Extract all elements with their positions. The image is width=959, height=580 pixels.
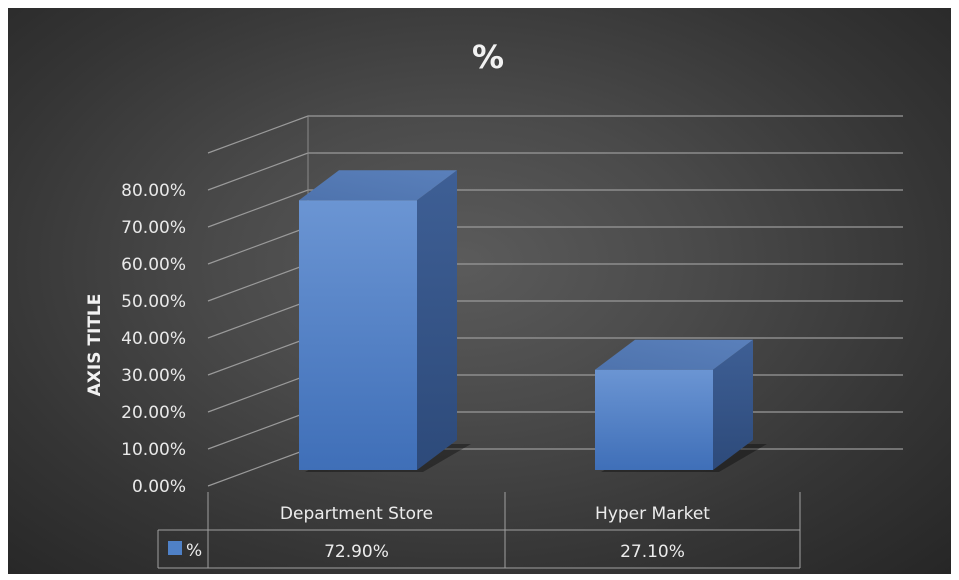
bar: [299, 170, 457, 470]
series-name: %: [186, 541, 202, 561]
bars: [299, 170, 753, 470]
gridline: [207, 115, 903, 154]
chart-canvas: 0.00% 10.00% 20.00% 30.00% 40.00% 50.00% 60.00…: [85, 38, 903, 569]
gridline: [207, 152, 903, 191]
bar-top: [595, 339, 753, 370]
y-tick-label: 40.00%: [121, 329, 186, 349]
chart-title: %: [472, 38, 504, 76]
y-tick-label: 30.00%: [121, 366, 186, 386]
chart-frame: 0.00% 10.00% 20.00% 30.00% 40.00% 50.00% 60.00…: [8, 8, 951, 574]
y-tick-label: 20.00%: [121, 403, 186, 423]
y-tick-label: 0.00%: [132, 477, 186, 497]
y-axis-ticks: 0.00% 10.00% 20.00% 30.00% 40.00% 50.00% 60.00…: [121, 181, 186, 497]
data-table-value: 72.90%: [324, 542, 389, 562]
category-label: Department Store: [280, 504, 433, 524]
bar-front: [595, 369, 713, 470]
bar: [595, 339, 753, 470]
y-tick-label: 60.00%: [121, 255, 186, 275]
y-tick-label: 70.00%: [121, 218, 186, 238]
y-tick-label: 50.00%: [121, 292, 186, 312]
y-tick-label: 80.00%: [121, 181, 186, 201]
y-axis-title: AXIS TITLE: [85, 294, 105, 397]
category-label: Hyper Market: [595, 504, 710, 524]
y-tick-label: 10.00%: [121, 440, 186, 460]
data-table-value: 27.10%: [620, 542, 685, 562]
bar-side: [417, 170, 457, 470]
bar-side: [713, 339, 753, 470]
bar-top: [299, 170, 457, 201]
legend-key: [168, 541, 182, 555]
data-table: Department Store Hyper Market 72.90% 27.10%…: [157, 492, 801, 569]
bar-front: [299, 200, 417, 470]
